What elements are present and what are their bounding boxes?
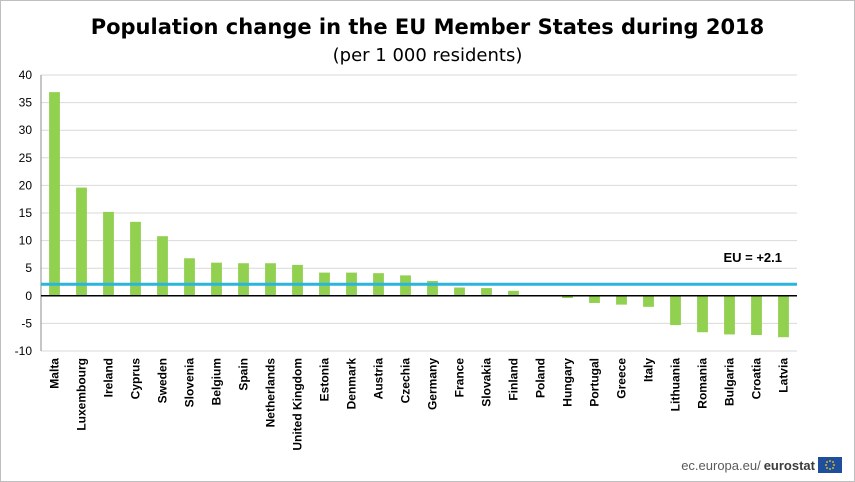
chart-title: Population change in the EU Member State… [90, 15, 765, 39]
bar [616, 295, 627, 305]
x-category-label: Sweden [156, 358, 170, 403]
source-brand: eurostat [763, 457, 815, 473]
y-tick-label: 0 [25, 289, 32, 303]
x-category-label: Croatia [750, 358, 764, 400]
y-tick-label: 15 [19, 206, 33, 220]
x-category-label: Denmark [345, 358, 359, 410]
x-category-label: Slovenia [183, 358, 197, 408]
y-tick-label: 5 [25, 261, 32, 275]
bar [157, 236, 168, 296]
y-tick-label: -5 [21, 316, 32, 330]
x-category-label: Luxembourg [75, 358, 89, 431]
bar [589, 295, 600, 303]
x-category-label: Bulgaria [723, 358, 737, 406]
bar [427, 280, 438, 296]
x-category-label: Germany [426, 358, 440, 410]
bar [454, 287, 465, 296]
chart-subtitle: (per 1 000 residents) [332, 45, 523, 66]
x-category-label: Latvia [777, 358, 791, 393]
bar [508, 290, 519, 296]
bar [238, 263, 249, 296]
bar [211, 262, 222, 296]
x-category-label: Hungary [561, 358, 575, 407]
bar [103, 211, 114, 296]
y-tick-label: 35 [19, 96, 33, 110]
x-category-label: Estonia [318, 358, 332, 402]
y-tick-label: 25 [19, 151, 33, 165]
eu-flag-icon [818, 457, 842, 473]
source-site: ec.europa.eu/ [681, 457, 761, 473]
y-tick-label: 30 [19, 123, 33, 137]
y-tick-label: 20 [19, 178, 33, 192]
x-category-label: United Kingdom [291, 358, 305, 451]
x-category-label: Austria [372, 358, 386, 400]
bar [130, 221, 141, 296]
x-category-label: Cyprus [129, 358, 143, 400]
x-category-label: Belgium [210, 358, 224, 405]
bar [562, 295, 573, 299]
eu-average-label: EU = +2.1 [723, 250, 782, 265]
x-category-label: Italy [642, 358, 656, 382]
x-category-label: France [453, 358, 467, 398]
x-category-label: Malta [48, 358, 62, 389]
x-category-label: Slovakia [480, 358, 494, 407]
bar [292, 264, 303, 296]
x-category-label: Finland [507, 358, 521, 401]
x-category-label: Spain [237, 358, 251, 391]
bar [184, 258, 195, 296]
x-category-label: Poland [534, 358, 548, 398]
bar [778, 295, 789, 338]
bar [265, 263, 276, 296]
bar [670, 295, 681, 326]
bar [481, 288, 492, 296]
x-category-label: Czechia [399, 358, 413, 404]
bar [49, 92, 60, 296]
source-footer: ec.europa.eu/eurostat [681, 457, 842, 473]
x-category-label: Portugal [588, 358, 602, 407]
x-category-label: Romania [696, 358, 710, 409]
x-category-label: Netherlands [264, 358, 278, 428]
y-tick-label: -10 [15, 344, 33, 358]
x-category-label: Lithuania [669, 358, 683, 412]
bar [751, 295, 762, 335]
x-category-label: Greece [615, 358, 629, 399]
bar [697, 295, 708, 333]
x-category-label: Ireland [102, 358, 116, 397]
y-tick-label: 10 [19, 234, 33, 248]
bar [643, 295, 654, 307]
y-tick-label: 40 [19, 68, 33, 82]
bar [76, 187, 87, 296]
bar [724, 295, 735, 335]
